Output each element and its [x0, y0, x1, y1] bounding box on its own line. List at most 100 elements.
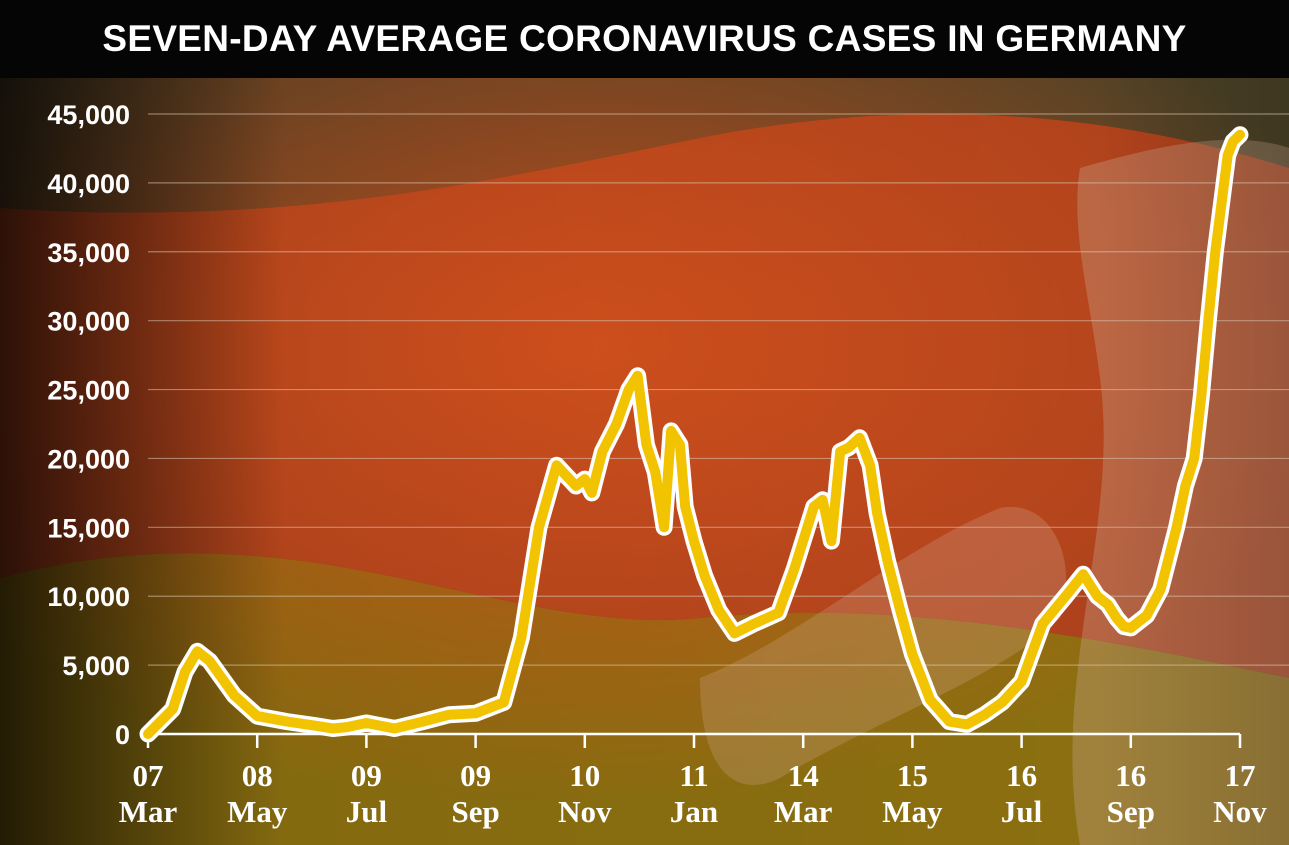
y-axis: 0 5,000 10,000 15,000 20,000 25,000 30,000 35,0… — [47, 100, 130, 750]
data-point — [363, 720, 370, 726]
data-point — [446, 711, 453, 718]
data-point — [810, 503, 817, 510]
data-point — [1191, 455, 1198, 462]
data-point — [625, 386, 632, 393]
chart-title: SEVEN-DAY AVERAGE CORONAVIRUS CASES IN G… — [102, 18, 1187, 59]
data-point — [231, 692, 238, 699]
data-point — [1127, 624, 1134, 631]
data-point — [775, 609, 782, 616]
y-tick-label: 10,000 — [47, 582, 130, 612]
x-tick-month: Nov — [1213, 794, 1267, 829]
y-tick-label: 45,000 — [47, 100, 130, 130]
x-tick-month: Jul — [346, 794, 388, 829]
data-point — [1120, 623, 1127, 630]
x-tick-day: 16 — [1006, 758, 1037, 793]
x-tick-day: 08 — [242, 758, 273, 793]
data-point — [715, 607, 722, 613]
data-point — [329, 725, 336, 732]
y-tick-label: 5,000 — [62, 651, 130, 681]
data-point — [682, 503, 689, 510]
data-point — [1173, 524, 1180, 531]
data-point — [791, 565, 798, 572]
data-point — [819, 496, 826, 503]
data-point — [897, 607, 904, 613]
data-point — [518, 634, 525, 641]
data-point — [1143, 612, 1150, 619]
data-point — [867, 462, 874, 469]
x-tick-day: 10 — [569, 758, 600, 793]
data-point — [1198, 393, 1205, 400]
x-tick-day: 09 — [460, 758, 491, 793]
x-tick-day: 11 — [679, 758, 708, 793]
x-tick-day: 07 — [133, 758, 164, 793]
data-point — [856, 434, 863, 441]
data-point — [391, 725, 398, 732]
y-tick-label: 20,000 — [47, 444, 130, 474]
y-tick-label: 35,000 — [47, 238, 130, 268]
series-layer — [139, 126, 1249, 743]
data-point — [254, 713, 261, 720]
x-tick-day: 09 — [351, 758, 382, 793]
data-point — [500, 699, 507, 706]
data-point — [1094, 593, 1101, 600]
data-point — [536, 524, 542, 531]
data-point — [828, 538, 835, 545]
data-point — [588, 489, 595, 496]
y-tick-label: 15,000 — [47, 513, 130, 543]
data-point — [1182, 483, 1189, 489]
x-tick-month: Sep — [1107, 794, 1155, 829]
x-tick-month: Sep — [451, 794, 499, 829]
data-point — [652, 469, 659, 476]
data-point — [312, 722, 319, 729]
data-point — [981, 711, 988, 718]
line-chart: 0 5,000 10,000 15,000 20,000 25,000 30,000 35,0… — [0, 78, 1289, 845]
data-point — [691, 538, 697, 545]
data-point — [837, 448, 844, 455]
x-tick-day: 14 — [788, 758, 819, 793]
data-point — [909, 651, 916, 658]
x-tick-day: 16 — [1115, 758, 1146, 793]
data-point — [419, 718, 426, 725]
data-point — [145, 731, 151, 737]
x-tick-month: Jan — [670, 794, 718, 829]
data-point — [634, 372, 641, 379]
data-point — [1224, 152, 1231, 159]
data-point — [999, 699, 1006, 706]
data-point — [1062, 593, 1069, 600]
data-point — [661, 524, 668, 531]
data-point — [1134, 619, 1141, 626]
y-tick-label: 25,000 — [47, 376, 130, 406]
data-point — [1205, 317, 1212, 324]
data-point — [701, 572, 708, 579]
data-point — [206, 658, 213, 664]
data-point — [964, 721, 970, 728]
data-point — [846, 444, 852, 451]
data-point — [1230, 138, 1236, 145]
x-tick-month: Mar — [774, 794, 833, 829]
data-point — [668, 427, 675, 434]
x-axis: 07Mar08May09Jul09Sep10Nov11Jan14Mar15May… — [119, 732, 1267, 829]
data-point — [169, 706, 176, 713]
title-bar — [0, 0, 1289, 78]
data-point — [927, 696, 933, 703]
x-tick-month: Mar — [119, 794, 178, 829]
data-point — [613, 421, 620, 427]
data-point — [472, 710, 479, 717]
data-point — [1212, 248, 1219, 255]
data-point — [874, 510, 881, 517]
data-point — [573, 483, 579, 489]
x-tick-day: 15 — [897, 758, 928, 793]
data-point — [1157, 586, 1164, 593]
data-point — [750, 620, 757, 627]
grid-lines — [148, 113, 1289, 666]
data-point — [599, 448, 606, 455]
data-point — [1018, 678, 1025, 685]
chart-area: 0 5,000 10,000 15,000 20,000 25,000 30,000 35,0… — [0, 78, 1289, 845]
data-point — [731, 630, 738, 637]
data-point — [182, 669, 188, 675]
data-point — [884, 558, 891, 565]
y-tick-label: 0 — [115, 720, 130, 750]
data-point — [643, 441, 650, 448]
data-point — [194, 648, 201, 655]
data-point — [1219, 193, 1226, 200]
